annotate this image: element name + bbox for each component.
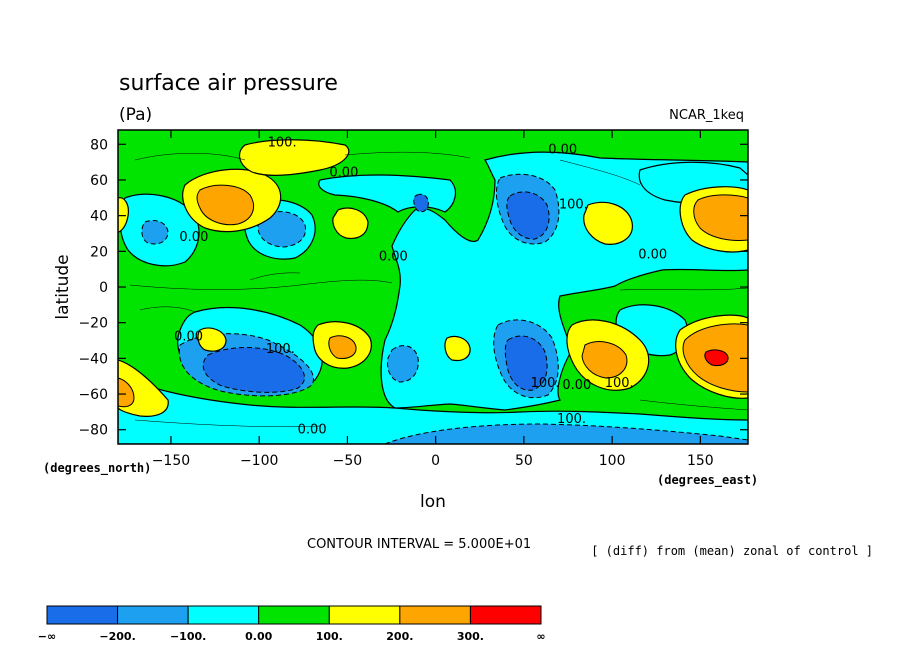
contour-label-7: 0.00 <box>174 330 203 345</box>
x-tick-label-6: 150 <box>687 453 714 469</box>
contour-label-0: 100. <box>268 135 297 150</box>
contour-label-3: 100. <box>559 198 588 213</box>
diff-note: [ (diff) from (mean) zonal of control ] <box>591 544 873 558</box>
legend-swatch-4 <box>328 605 401 625</box>
contour-label-12: 100. <box>557 412 586 427</box>
field-yellow-w-north <box>118 197 129 233</box>
x-axis-label: lon <box>420 492 446 512</box>
contour-label-5: 0.00 <box>379 249 408 264</box>
x-tick-labels: −150 −100 −50 0 50 100 150 <box>152 453 714 469</box>
contour-label-13: 0.00 <box>298 423 327 438</box>
x-tick-label-3: 0 <box>431 453 440 469</box>
legend-level-7: ∞ <box>536 630 545 643</box>
field-darkblue-small <box>413 193 429 213</box>
color-legend <box>46 605 542 625</box>
y-tick-label-1: 60 <box>90 173 108 189</box>
x-tick-label-0: −150 <box>152 453 190 469</box>
legend-swatch-6 <box>469 605 542 625</box>
legend-swatch-3 <box>258 605 330 625</box>
field-yellow-ne <box>583 201 633 245</box>
field-orange-s-mid <box>328 335 357 359</box>
x-tick-label-5: 100 <box>599 453 626 469</box>
x-tick-label-1: −100 <box>240 453 278 469</box>
chart-title: surface air pressure <box>119 71 338 96</box>
field-lightblue-small <box>387 345 419 383</box>
field-lightblue-small-2 <box>141 219 169 245</box>
contour-label-8: 100. <box>266 342 295 357</box>
legend-level-4: 100. <box>316 630 343 643</box>
field-red-se <box>704 349 729 367</box>
legend-swatch-1 <box>117 605 189 625</box>
y-tick-label-0: 80 <box>90 137 108 153</box>
legend-level-0: −∞ <box>38 630 56 643</box>
y-unit-label: (degrees_north) <box>43 461 151 476</box>
model-label: NCAR_1keq <box>669 108 744 123</box>
legend-swatch-5 <box>399 605 471 625</box>
contour-label-10: 0.00 <box>562 378 591 393</box>
x-tick-label-4: 50 <box>515 453 533 469</box>
field-lightblue-bottom <box>384 423 748 444</box>
legend-level-6: 300. <box>457 630 484 643</box>
y-tick-label-6: −40 <box>78 351 108 367</box>
x-tick-label-2: −50 <box>333 453 363 469</box>
y-axis-label: latitude <box>53 254 73 319</box>
field-yellow-mid <box>332 207 369 240</box>
y-tick-labels: 80 60 40 20 0 −20 −40 −60 −80 <box>78 137 108 438</box>
field-yellow-s-small <box>197 327 227 352</box>
field-orange-nw <box>196 184 254 226</box>
units-label: (Pa) <box>119 105 152 125</box>
legend-swatch-0 <box>46 605 119 625</box>
contour-label-11: 100. <box>605 376 634 391</box>
field-cyan-main <box>380 151 748 411</box>
y-tick-label-2: 40 <box>90 209 108 225</box>
legend-level-5: 200. <box>386 630 413 643</box>
legend-swatch-2 <box>187 605 260 625</box>
field-orange-ne <box>693 194 748 241</box>
contour-label-9: 100. <box>531 376 560 391</box>
field-yellow-s-center <box>444 335 471 362</box>
axis-ticks <box>118 130 748 444</box>
field-darkblue-south <box>504 335 548 391</box>
y-tick-label-3: 20 <box>90 244 108 260</box>
contour-interval-text: CONTOUR INTERVAL = 5.000E+01 <box>307 537 531 552</box>
contour-label-6: 0.00 <box>638 248 667 263</box>
legend-level-2: −100. <box>170 630 206 643</box>
field-darkblue-sw <box>202 347 305 393</box>
y-tick-label-4: 0 <box>99 280 108 296</box>
legend-level-3: 0.00 <box>245 630 272 643</box>
field-orange-sw-edge <box>118 377 135 408</box>
contour-label-2: 0.00 <box>548 142 577 157</box>
field-yellow-n <box>238 139 350 176</box>
y-tick-label-5: −20 <box>78 316 108 332</box>
thin-contours <box>129 151 748 427</box>
contour-label-4: 0.00 <box>179 230 208 245</box>
y-tick-label-8: −80 <box>78 423 108 439</box>
field-darkblue-north <box>506 191 550 240</box>
legend-level-1: −200. <box>99 630 135 643</box>
contour-label-1: 0.00 <box>329 166 358 181</box>
color-legend-labels: −∞ −200. −100. 0.00 100. 200. 300. ∞ <box>38 630 546 643</box>
y-tick-label-7: −60 <box>78 387 108 403</box>
contour-field <box>118 130 748 444</box>
x-unit-label: (degrees_east) <box>657 473 758 488</box>
field-orange-se <box>581 341 628 379</box>
